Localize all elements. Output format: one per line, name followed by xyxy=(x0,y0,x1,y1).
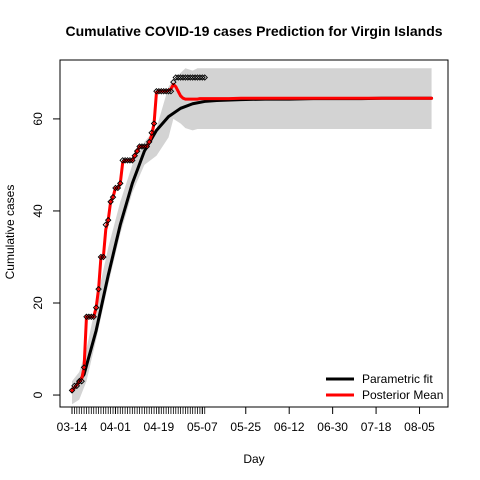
observed-point xyxy=(196,74,204,81)
observed-point xyxy=(71,382,78,390)
observed-point xyxy=(160,88,167,95)
observed-point xyxy=(90,313,97,321)
observed-point xyxy=(189,74,196,81)
observed-point xyxy=(187,74,194,81)
series-layer xyxy=(70,82,434,393)
x-tick-label: 04-01 xyxy=(100,420,131,434)
observed-point xyxy=(78,377,85,385)
observed-point xyxy=(174,74,182,81)
observed-point xyxy=(155,88,163,95)
y-tick-label: 60 xyxy=(31,112,45,126)
observed-point xyxy=(191,74,199,81)
observed-point xyxy=(182,74,189,81)
observed-point xyxy=(109,193,117,201)
observed-point xyxy=(194,74,201,81)
observed-point xyxy=(100,253,107,261)
observed-point xyxy=(143,143,151,150)
observed-point xyxy=(131,152,138,159)
observed-point xyxy=(117,180,124,187)
observed-point xyxy=(97,253,105,261)
observed-point xyxy=(129,157,136,164)
observed-point xyxy=(158,88,165,95)
observed-point xyxy=(119,157,126,164)
observed-point xyxy=(184,74,192,81)
observed-point xyxy=(104,216,112,224)
plot-frame xyxy=(59,59,449,408)
observed-point xyxy=(133,147,141,155)
observed-point xyxy=(162,88,170,95)
observed-point xyxy=(138,143,146,150)
x-tick-label: 06-12 xyxy=(274,420,305,434)
x-tick-label: 07-18 xyxy=(361,420,392,434)
observed-point xyxy=(153,88,160,95)
observed-point xyxy=(95,285,102,293)
y-tick-label: 40 xyxy=(31,204,45,218)
observed-point xyxy=(126,157,134,164)
observed-point xyxy=(107,198,114,205)
observed-point xyxy=(114,184,122,192)
x-tick-label: 03-14 xyxy=(57,420,88,434)
observed-point xyxy=(148,129,155,136)
observed-point xyxy=(179,74,187,81)
confidence-band xyxy=(72,68,432,405)
observed-point xyxy=(76,377,83,385)
observed-point xyxy=(80,364,88,371)
x-tick-label: 05-25 xyxy=(230,420,261,434)
x-tick-label: 08-05 xyxy=(404,420,435,434)
x-tick-label: 05-07 xyxy=(187,420,218,434)
observed-point xyxy=(112,184,119,192)
series-line-posterior-mean xyxy=(70,82,434,392)
observed-point xyxy=(121,157,129,164)
observed-point xyxy=(167,88,175,95)
legend-label-parametric-fit: Parametric fit xyxy=(362,372,433,386)
y-tick-label: 20 xyxy=(31,296,45,310)
x-axis: 03-14 04-01 04-19 05-07 05-25 06-12 06-30 07-18… xyxy=(57,406,435,434)
x-axis-label: Day xyxy=(243,452,264,466)
x-tick-label: 06-30 xyxy=(317,420,348,434)
observed-point xyxy=(150,120,158,127)
y-tick-label: 0 xyxy=(31,391,45,398)
observed-point xyxy=(102,221,110,228)
observed-point xyxy=(201,74,208,81)
chart-title: Cumulative COVID-19 cases Prediction for… xyxy=(65,23,442,39)
x-tick-label: 04-19 xyxy=(144,420,175,434)
observed-point xyxy=(83,313,90,321)
observed-point xyxy=(88,313,95,321)
observed-point xyxy=(145,138,153,146)
observed-point xyxy=(124,157,131,164)
observed-point xyxy=(92,304,100,311)
observed-point xyxy=(170,78,177,86)
observed-point xyxy=(136,143,143,150)
observed-points-layer xyxy=(68,74,208,394)
y-axis-label: Cumulative cases xyxy=(3,185,17,280)
observed-point xyxy=(172,74,180,81)
observed-point xyxy=(73,382,81,390)
observed-point xyxy=(141,143,148,150)
legend: Parametric fit Posterior Mean xyxy=(326,372,443,402)
observed-point xyxy=(177,74,184,81)
confidence-band-layer xyxy=(72,68,432,405)
observed-point xyxy=(68,387,76,394)
observed-point xyxy=(165,88,172,95)
observed-point xyxy=(85,313,93,321)
legend-label-posterior-mean: Posterior Mean xyxy=(362,388,443,402)
observed-point xyxy=(199,74,206,81)
